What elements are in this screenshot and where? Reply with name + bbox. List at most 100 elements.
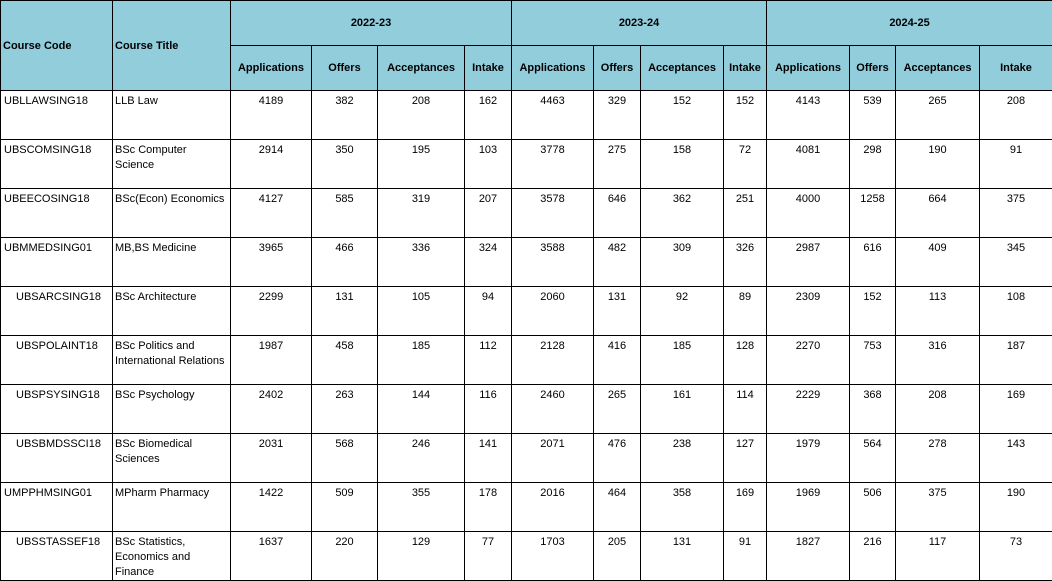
value-cell: 4463	[512, 91, 594, 140]
course-title-cell: LLB Law	[113, 91, 231, 140]
course-code-cell: UBSARCSING18	[1, 287, 113, 336]
value-cell: 152	[724, 91, 767, 140]
value-cell: 94	[465, 287, 512, 336]
value-cell: 131	[312, 287, 378, 336]
value-cell: 1258	[850, 189, 896, 238]
value-cell: 585	[312, 189, 378, 238]
value-cell: 2402	[231, 385, 312, 434]
course-title-cell: BSc Biomedical Sciences	[113, 434, 231, 483]
value-cell: 143	[980, 434, 1052, 483]
course-title-cell: MPharm Pharmacy	[113, 483, 231, 532]
value-cell: 564	[850, 434, 896, 483]
value-cell: 506	[850, 483, 896, 532]
value-cell: 152	[641, 91, 724, 140]
value-cell: 4143	[767, 91, 850, 140]
value-cell: 113	[896, 287, 980, 336]
value-cell: 1703	[512, 532, 594, 581]
value-cell: 646	[594, 189, 641, 238]
course-title-cell: BSc Politics and International Relations	[113, 336, 231, 385]
value-cell: 355	[378, 483, 465, 532]
header-metric-intake: Intake	[980, 46, 1052, 91]
value-cell: 1827	[767, 532, 850, 581]
value-cell: 4127	[231, 189, 312, 238]
value-cell: 131	[594, 287, 641, 336]
course-code-cell: UMPPHMSING01	[1, 483, 113, 532]
course-code-cell: UBSBMDSSCI18	[1, 434, 113, 483]
course-code-cell: UBLLAWSING18	[1, 91, 113, 140]
course-title-cell: BSc Computer Science	[113, 140, 231, 189]
value-cell: 178	[465, 483, 512, 532]
value-cell: 278	[896, 434, 980, 483]
header-metric-applications: Applications	[512, 46, 594, 91]
value-cell: 1987	[231, 336, 312, 385]
value-cell: 185	[641, 336, 724, 385]
value-cell: 2128	[512, 336, 594, 385]
value-cell: 345	[980, 238, 1052, 287]
value-cell: 326	[724, 238, 767, 287]
value-cell: 482	[594, 238, 641, 287]
header-metric-offers: Offers	[850, 46, 896, 91]
value-cell: 89	[724, 287, 767, 336]
value-cell: 117	[896, 532, 980, 581]
header-metric-offers: Offers	[312, 46, 378, 91]
value-cell: 336	[378, 238, 465, 287]
value-cell: 238	[641, 434, 724, 483]
value-cell: 539	[850, 91, 896, 140]
value-cell: 3965	[231, 238, 312, 287]
value-cell: 162	[465, 91, 512, 140]
value-cell: 169	[724, 483, 767, 532]
header-year-2022-23: 2022-23	[231, 1, 512, 46]
course-code-cell: UBSSTASSEF18	[1, 532, 113, 581]
value-cell: 4081	[767, 140, 850, 189]
value-cell: 3588	[512, 238, 594, 287]
value-cell: 73	[980, 532, 1052, 581]
value-cell: 2229	[767, 385, 850, 434]
value-cell: 220	[312, 532, 378, 581]
value-cell: 265	[896, 91, 980, 140]
value-cell: 1422	[231, 483, 312, 532]
value-cell: 275	[594, 140, 641, 189]
value-cell: 753	[850, 336, 896, 385]
value-cell: 3578	[512, 189, 594, 238]
value-cell: 91	[980, 140, 1052, 189]
course-code-cell: UBMMEDSING01	[1, 238, 113, 287]
course-title-cell: BSc Statistics, Economics and Finance	[113, 532, 231, 581]
value-cell: 458	[312, 336, 378, 385]
value-cell: 207	[465, 189, 512, 238]
value-cell: 190	[896, 140, 980, 189]
value-cell: 265	[594, 385, 641, 434]
value-cell: 319	[378, 189, 465, 238]
value-cell: 509	[312, 483, 378, 532]
value-cell: 112	[465, 336, 512, 385]
value-cell: 3778	[512, 140, 594, 189]
value-cell: 464	[594, 483, 641, 532]
course-code-cell: UBEECOSING18	[1, 189, 113, 238]
header-metric-acceptances: Acceptances	[378, 46, 465, 91]
value-cell: 2016	[512, 483, 594, 532]
header-metric-acceptances: Acceptances	[896, 46, 980, 91]
value-cell: 409	[896, 238, 980, 287]
header-course-title: Course Title	[113, 1, 231, 91]
value-cell: 2914	[231, 140, 312, 189]
value-cell: 375	[896, 483, 980, 532]
value-cell: 2460	[512, 385, 594, 434]
value-cell: 114	[724, 385, 767, 434]
course-code-cell: UBSPOLAINT18	[1, 336, 113, 385]
value-cell: 476	[594, 434, 641, 483]
course-title-cell: BSc Psychology	[113, 385, 231, 434]
header-metric-applications: Applications	[767, 46, 850, 91]
value-cell: 2299	[231, 287, 312, 336]
value-cell: 116	[465, 385, 512, 434]
value-cell: 185	[378, 336, 465, 385]
value-cell: 144	[378, 385, 465, 434]
value-cell: 92	[641, 287, 724, 336]
